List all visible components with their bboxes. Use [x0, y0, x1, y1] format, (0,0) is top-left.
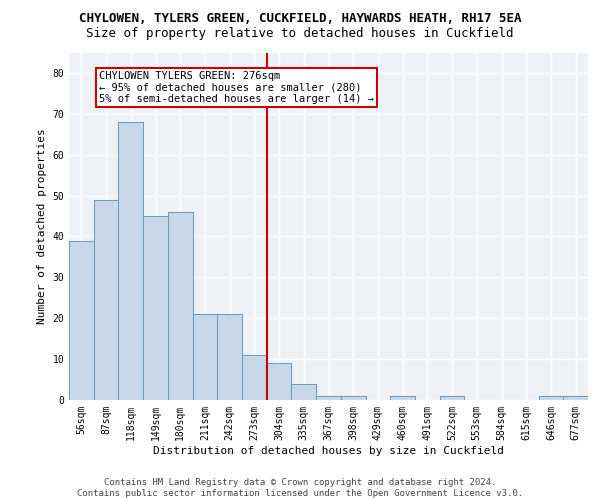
- Text: CHYLOWEN TYLERS GREEN: 276sqm
← 95% of detached houses are smaller (280)
5% of s: CHYLOWEN TYLERS GREEN: 276sqm ← 95% of d…: [99, 71, 374, 104]
- Bar: [69, 240, 94, 400]
- Bar: [341, 396, 365, 400]
- Bar: [267, 363, 292, 400]
- Bar: [563, 396, 588, 400]
- Bar: [193, 314, 217, 400]
- Bar: [168, 212, 193, 400]
- Bar: [440, 396, 464, 400]
- Bar: [292, 384, 316, 400]
- Y-axis label: Number of detached properties: Number of detached properties: [37, 128, 47, 324]
- Bar: [316, 396, 341, 400]
- Text: CHYLOWEN, TYLERS GREEN, CUCKFIELD, HAYWARDS HEATH, RH17 5EA: CHYLOWEN, TYLERS GREEN, CUCKFIELD, HAYWA…: [79, 12, 521, 26]
- Text: Contains HM Land Registry data © Crown copyright and database right 2024.
Contai: Contains HM Land Registry data © Crown c…: [77, 478, 523, 498]
- Bar: [242, 355, 267, 400]
- Bar: [539, 396, 563, 400]
- Bar: [118, 122, 143, 400]
- Bar: [390, 396, 415, 400]
- Bar: [94, 200, 118, 400]
- Text: Size of property relative to detached houses in Cuckfield: Size of property relative to detached ho…: [86, 28, 514, 40]
- Bar: [217, 314, 242, 400]
- X-axis label: Distribution of detached houses by size in Cuckfield: Distribution of detached houses by size …: [153, 446, 504, 456]
- Bar: [143, 216, 168, 400]
